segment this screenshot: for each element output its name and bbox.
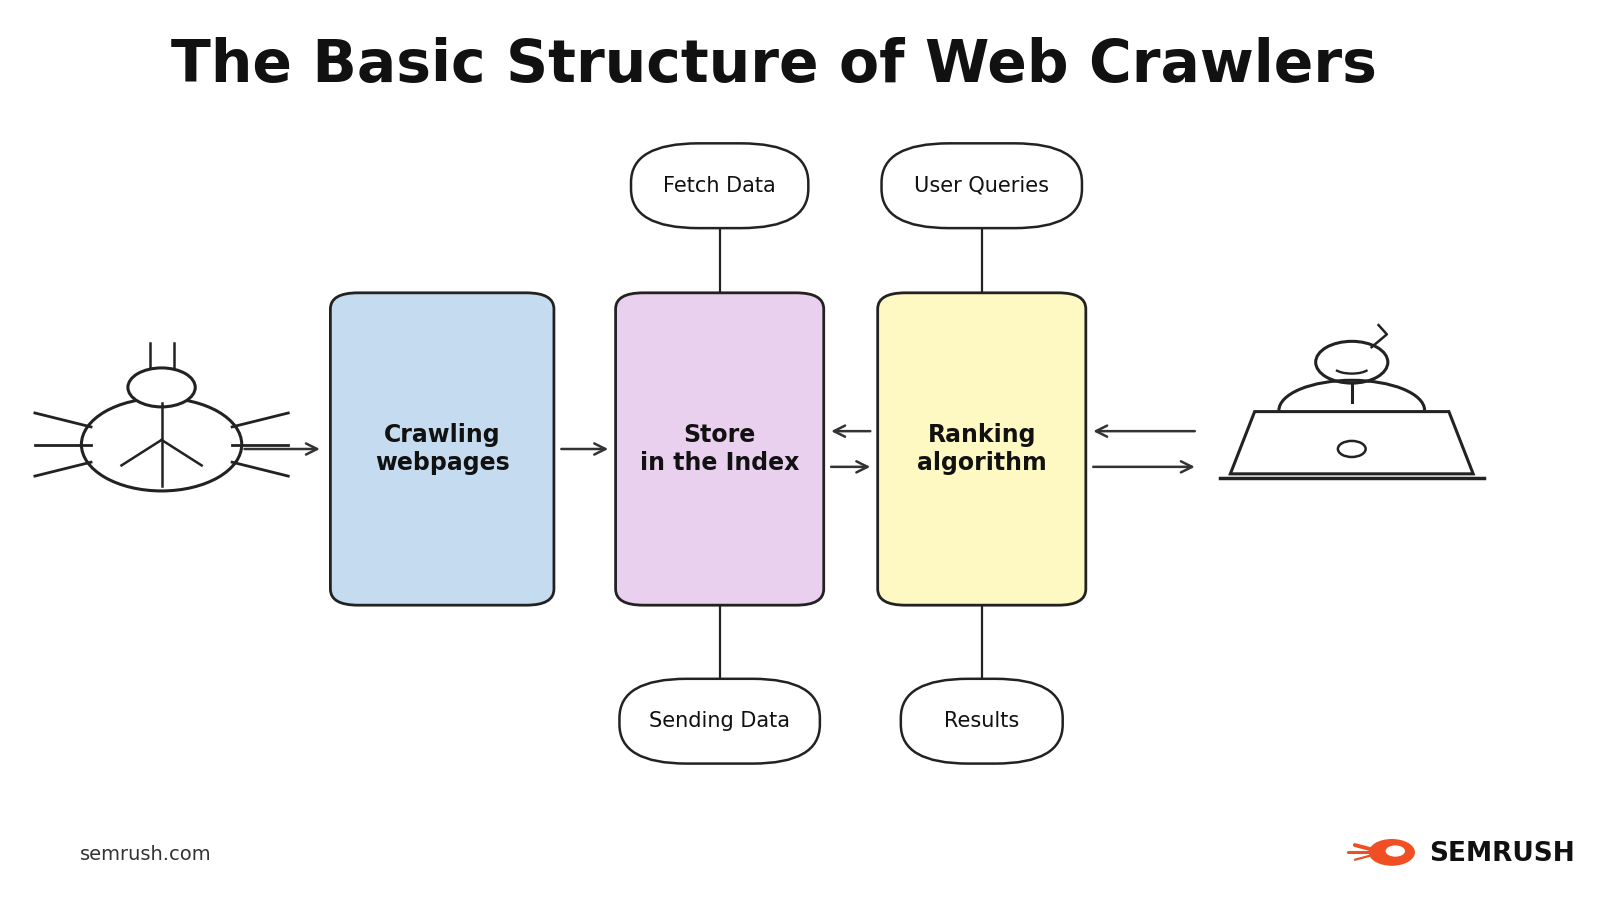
FancyBboxPatch shape: [630, 144, 808, 228]
Polygon shape: [1230, 411, 1474, 474]
Circle shape: [1338, 441, 1366, 457]
Text: Results: Results: [944, 711, 1019, 731]
Text: User Queries: User Queries: [914, 176, 1050, 196]
FancyBboxPatch shape: [619, 679, 819, 763]
Circle shape: [1368, 839, 1414, 866]
Text: Sending Data: Sending Data: [650, 711, 790, 731]
Text: The Basic Structure of Web Crawlers: The Basic Structure of Web Crawlers: [171, 37, 1376, 93]
Circle shape: [1386, 845, 1405, 857]
Text: semrush.com: semrush.com: [80, 845, 211, 864]
Text: Fetch Data: Fetch Data: [664, 176, 776, 196]
FancyBboxPatch shape: [878, 293, 1086, 605]
FancyBboxPatch shape: [330, 293, 554, 605]
Circle shape: [128, 368, 195, 407]
FancyBboxPatch shape: [882, 144, 1082, 228]
FancyBboxPatch shape: [616, 293, 824, 605]
Text: SEMRUSH: SEMRUSH: [1429, 841, 1574, 867]
Text: Store
in the Index: Store in the Index: [640, 423, 800, 475]
FancyBboxPatch shape: [901, 679, 1062, 763]
Text: Crawling
webpages: Crawling webpages: [374, 423, 509, 475]
Text: Ranking
algorithm: Ranking algorithm: [917, 423, 1046, 475]
Circle shape: [1315, 341, 1387, 383]
Circle shape: [82, 398, 242, 491]
